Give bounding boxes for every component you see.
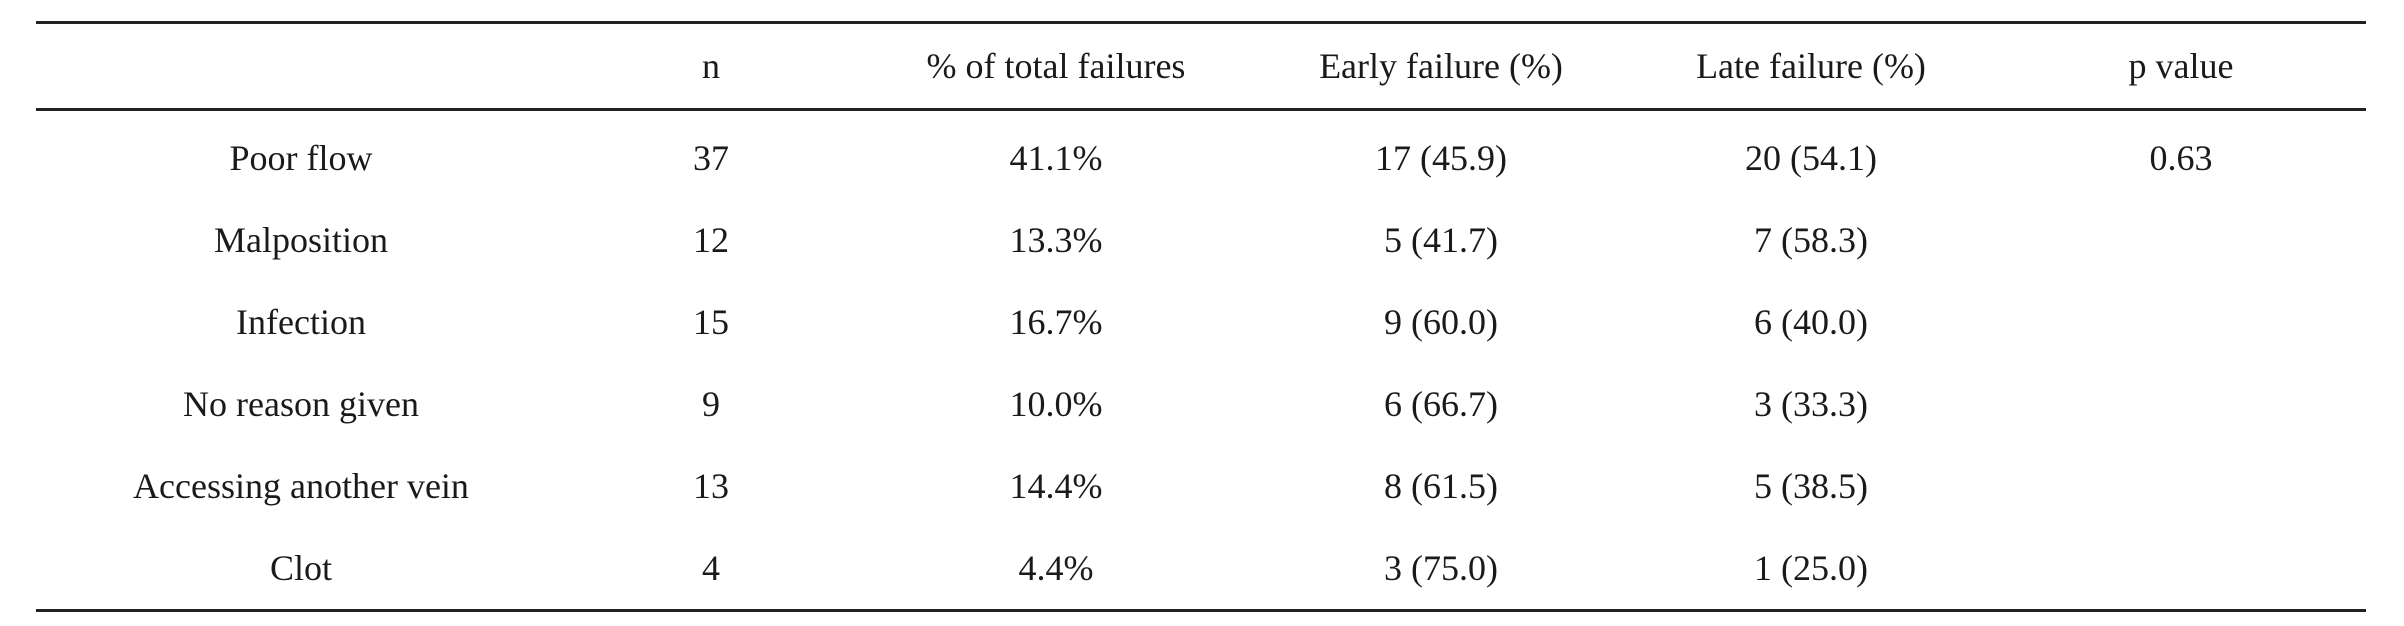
- row-label: Malposition: [213, 220, 388, 260]
- cell-early-failure: 17 (45.9): [1375, 138, 1507, 178]
- cell-late-failure: 3 (33.3): [1754, 384, 1868, 424]
- cell-p-value: [1996, 281, 2366, 363]
- cell-early-failure: 6 (66.7): [1384, 384, 1498, 424]
- table-row: Poor flow 37 41.1% 17 (45.9) 20 (54.1) 0…: [36, 110, 2366, 200]
- row-label: Accessing another vein: [133, 466, 469, 506]
- cell-early-failure: 9 (60.0): [1384, 302, 1498, 342]
- header-cell-p-value: p value: [1996, 21, 2366, 111]
- table-row: No reason given 9 10.0% 6 (66.7) 3 (33.3…: [36, 363, 2366, 445]
- table-row: Accessing another vein 13 14.4% 8 (61.5)…: [36, 445, 2366, 527]
- cell-percent-total: 4.4%: [856, 527, 1256, 612]
- cell-late-failure: 1 (25.0): [1626, 527, 1996, 612]
- row-label: Infection: [236, 302, 366, 342]
- cell-n: 13: [693, 466, 729, 506]
- header-row: n % of total failures Early failure (%) …: [36, 21, 2366, 111]
- cell-percent-total: 13.3%: [1009, 220, 1103, 260]
- table-body: Poor flow 37 41.1% 17 (45.9) 20 (54.1) 0…: [36, 110, 2366, 612]
- cell-late-failure: 6 (40.0): [1754, 302, 1868, 342]
- header-cell-n: n: [566, 21, 856, 111]
- cell-p-value: [1996, 199, 2366, 281]
- header-cell-early-failure: Early failure (%): [1256, 21, 1626, 111]
- cell-late-failure: 5 (38.5): [1754, 466, 1868, 506]
- cell-late-failure: 7 (58.3): [1754, 220, 1868, 260]
- cell-n: 9: [702, 384, 720, 424]
- cell-n: 12: [693, 220, 729, 260]
- header-cell-late-failure: Late failure (%): [1626, 21, 1996, 111]
- table-row: Clot 4 4.4% 3 (75.0) 1 (25.0): [36, 527, 2366, 612]
- row-label: Poor flow: [229, 138, 373, 178]
- cell-p-value: [1996, 445, 2366, 527]
- failure-reasons-table-container: n % of total failures Early failure (%) …: [36, 21, 2366, 612]
- cell-p-value: [1996, 363, 2366, 445]
- failure-reasons-table: n % of total failures Early failure (%) …: [36, 21, 2366, 612]
- cell-early-failure: 8 (61.5): [1384, 466, 1498, 506]
- cell-early-failure: 5 (41.7): [1384, 220, 1498, 260]
- cell-n: 15: [693, 302, 729, 342]
- cell-percent-total: 41.1%: [1009, 138, 1103, 178]
- header-cell-percent-total: % of total failures: [856, 21, 1256, 111]
- row-label: No reason given: [183, 384, 419, 424]
- cell-percent-total: 10.0%: [1009, 384, 1103, 424]
- cell-p-value: [1996, 527, 2366, 612]
- cell-late-failure: 20 (54.1): [1745, 138, 1877, 178]
- cell-n: 4: [566, 527, 856, 612]
- cell-percent-total: 14.4%: [1009, 466, 1103, 506]
- table-row: Infection 15 16.7% 9 (60.0) 6 (40.0): [36, 281, 2366, 363]
- cell-p-value: 0.63: [2149, 138, 2213, 178]
- row-label: Clot: [36, 527, 566, 612]
- table-row: Malposition 12 13.3% 5 (41.7) 7 (58.3): [36, 199, 2366, 281]
- cell-n: 37: [693, 138, 729, 178]
- header-cell-row-label: [36, 21, 566, 111]
- cell-early-failure: 3 (75.0): [1256, 527, 1626, 612]
- table-header: n % of total failures Early failure (%) …: [36, 21, 2366, 111]
- cell-percent-total: 16.7%: [1009, 302, 1103, 342]
